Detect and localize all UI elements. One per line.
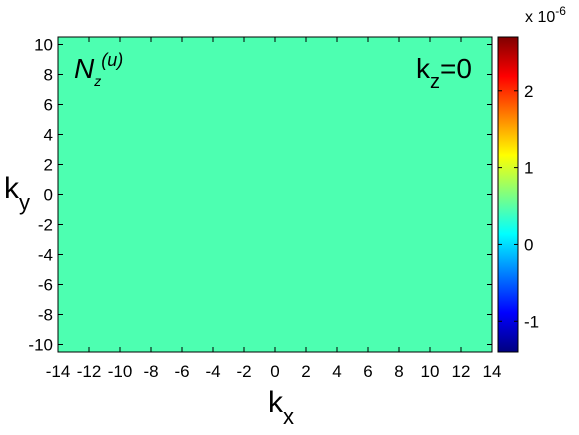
heat-cell [58,37,74,330]
x-label-sub: x [283,404,294,429]
y-axis-label: ky [4,172,30,215]
x-tick-label: -12 [77,362,102,381]
heat-cell [321,37,353,330]
annotation-kz-sub: z [430,71,440,93]
x-tick-label: 2 [301,362,310,381]
x-tick-label: 12 [452,362,471,381]
y-tick-label: 6 [44,96,53,115]
colorbar-tick-label: -1 [524,312,539,331]
heat-cell [228,37,260,330]
y-tick-label: 2 [44,156,53,175]
y-tick-label: 4 [44,126,53,145]
x-tick-label: -6 [174,362,189,381]
y-tick-label: 0 [44,186,53,205]
annotation-n-sup: (u) [101,50,123,70]
x-tick-label: -10 [108,362,133,381]
annotation-n-main: N [74,53,95,84]
colorbar-tick-label: 2 [524,82,533,101]
colorbar-multiplier: x 10-6 [525,4,566,26]
x-tick-label: 4 [332,362,341,381]
heatmap [58,37,492,352]
y-tick-label: -8 [38,306,53,325]
heat-cell [414,37,446,330]
x-label-main: k [268,386,284,419]
y-label-sub: y [19,190,30,215]
x-axis-label: kx [268,386,294,429]
heat-cell [166,37,198,330]
heat-cell [383,37,415,330]
annotation-n-sub: z [93,73,101,89]
heat-cell [135,37,167,330]
annotation-kz: kz=0 [416,53,472,93]
y-tick-label: 10 [34,36,53,55]
colorbar [497,36,519,353]
colorbar-tick-label: 0 [524,235,533,254]
x-tick-label: 10 [421,362,440,381]
x-tick-label: 6 [363,362,372,381]
x-tick-label: -2 [236,362,251,381]
heat-cell [259,37,291,330]
y-tick-label: -10 [28,336,53,355]
x-tick-label: -8 [143,362,158,381]
x-tick-label: -4 [205,362,220,381]
x-tick-label: 14 [483,362,502,381]
heat-cell [197,37,229,330]
heatmap-cells [58,37,492,352]
heat-cell [445,37,477,330]
y-label-main: k [4,172,20,205]
y-tick-label: -6 [38,276,53,295]
y-tick-label: 8 [44,66,53,85]
heat-cell [352,37,384,330]
x-tick-label: 8 [394,362,403,381]
multiplier-exponent: -6 [555,4,566,18]
x-tick-label: 0 [270,362,279,381]
heat-cell [73,37,105,330]
ticks: -14 -12 -10 -8 -6 -4 -2 0 2 4 6 8 10 12 14-10-8-6-4-20… [28,36,539,382]
x-tick-label: -14 [46,362,71,381]
annotation-n: Nz(u) [74,50,123,89]
annotation-kz-rest: =0 [440,53,472,84]
heat-cell [290,37,322,330]
heat-cell [476,37,492,330]
heat-cell [104,37,136,330]
y-tick-label: -2 [38,216,53,235]
y-tick-label: -4 [38,246,53,265]
multiplier-base: x 10 [525,9,555,26]
annotation-kz-main: k [416,53,431,84]
colorbar-tick-label: 1 [524,159,533,178]
